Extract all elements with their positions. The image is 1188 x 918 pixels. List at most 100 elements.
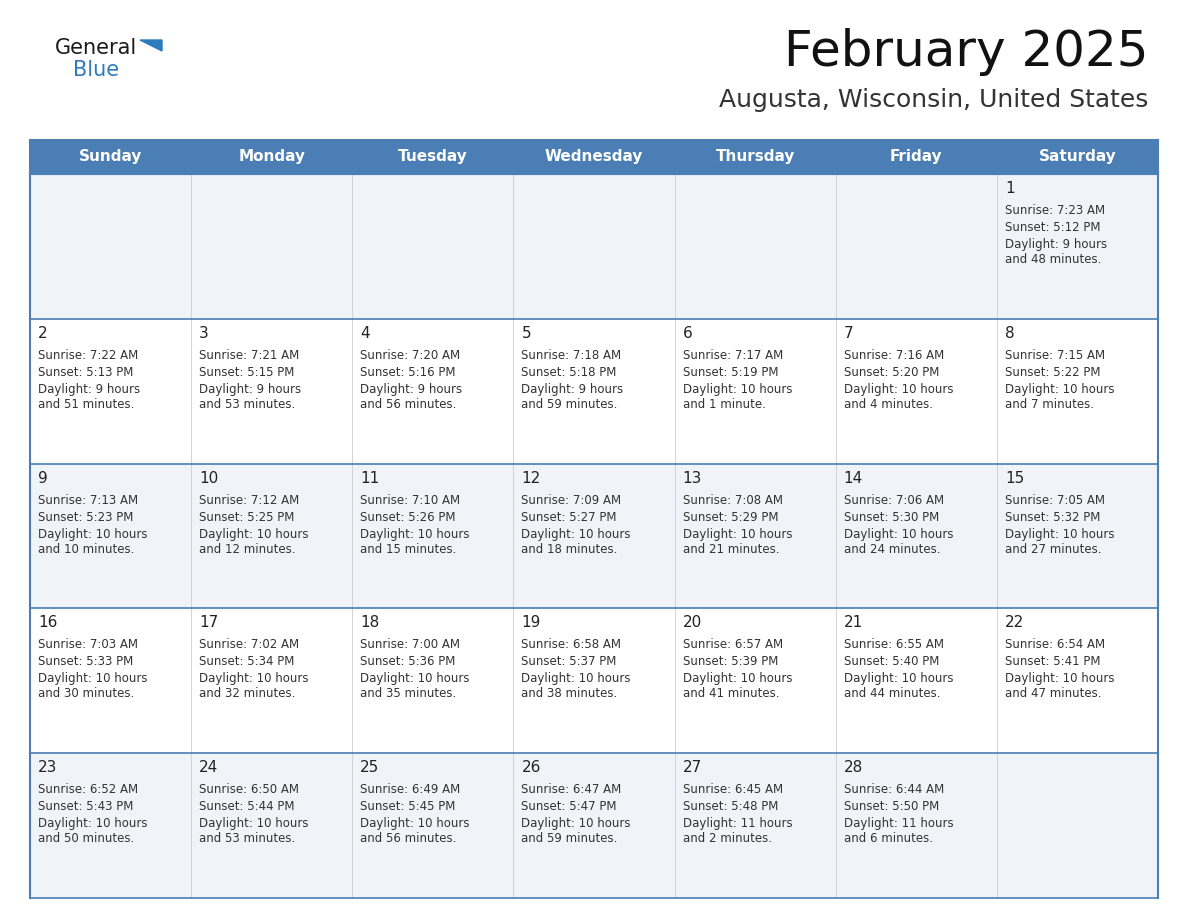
Text: 11: 11 [360, 471, 379, 486]
Text: Daylight: 9 hours
and 56 minutes.: Daylight: 9 hours and 56 minutes. [360, 383, 462, 410]
Text: Sunset: 5:32 PM: Sunset: 5:32 PM [1005, 510, 1100, 523]
Text: Sunrise: 6:47 AM: Sunrise: 6:47 AM [522, 783, 621, 796]
Bar [835, 140, 997, 174]
Text: Daylight: 11 hours
and 2 minutes.: Daylight: 11 hours and 2 minutes. [683, 817, 792, 845]
Text: Sunset: 5:29 PM: Sunset: 5:29 PM [683, 510, 778, 523]
Text: Sunday: Sunday [78, 150, 143, 164]
Text: Sunset: 5:22 PM: Sunset: 5:22 PM [1005, 365, 1100, 379]
Bar [353, 753, 513, 898]
Bar [997, 319, 1158, 464]
Text: Daylight: 10 hours
and 50 minutes.: Daylight: 10 hours and 50 minutes. [38, 817, 147, 845]
Text: Daylight: 10 hours
and 41 minutes.: Daylight: 10 hours and 41 minutes. [683, 672, 792, 700]
Text: Sunset: 5:50 PM: Sunset: 5:50 PM [843, 800, 939, 813]
Text: 15: 15 [1005, 471, 1024, 486]
Bar [835, 319, 997, 464]
Text: Daylight: 10 hours
and 59 minutes.: Daylight: 10 hours and 59 minutes. [522, 817, 631, 845]
Bar [675, 464, 835, 609]
Text: 17: 17 [200, 615, 219, 631]
Text: Sunrise: 7:22 AM: Sunrise: 7:22 AM [38, 349, 138, 362]
Bar [513, 464, 675, 609]
Text: Saturday: Saturday [1038, 150, 1117, 164]
Text: Sunrise: 7:17 AM: Sunrise: 7:17 AM [683, 349, 783, 362]
Bar [997, 609, 1158, 753]
Text: Sunset: 5:48 PM: Sunset: 5:48 PM [683, 800, 778, 813]
Bar [191, 464, 353, 609]
Text: Daylight: 9 hours
and 48 minutes.: Daylight: 9 hours and 48 minutes. [1005, 238, 1107, 266]
Text: Daylight: 10 hours
and 32 minutes.: Daylight: 10 hours and 32 minutes. [200, 672, 309, 700]
Text: Sunset: 5:25 PM: Sunset: 5:25 PM [200, 510, 295, 523]
Text: Sunrise: 6:57 AM: Sunrise: 6:57 AM [683, 638, 783, 652]
Bar [191, 609, 353, 753]
Text: Daylight: 9 hours
and 53 minutes.: Daylight: 9 hours and 53 minutes. [200, 383, 302, 410]
Text: 13: 13 [683, 471, 702, 486]
Bar [30, 609, 191, 753]
Text: Blue: Blue [72, 60, 119, 80]
Text: Sunrise: 6:49 AM: Sunrise: 6:49 AM [360, 783, 461, 796]
Text: February 2025: February 2025 [784, 28, 1148, 76]
Text: Daylight: 10 hours
and 24 minutes.: Daylight: 10 hours and 24 minutes. [843, 528, 953, 555]
Text: Sunset: 5:19 PM: Sunset: 5:19 PM [683, 365, 778, 379]
Bar [513, 319, 675, 464]
Bar [675, 753, 835, 898]
Bar [675, 609, 835, 753]
Text: 4: 4 [360, 326, 369, 341]
Bar [675, 319, 835, 464]
Text: Sunrise: 7:05 AM: Sunrise: 7:05 AM [1005, 494, 1105, 507]
Text: Daylight: 10 hours
and 38 minutes.: Daylight: 10 hours and 38 minutes. [522, 672, 631, 700]
Text: Sunrise: 7:02 AM: Sunrise: 7:02 AM [200, 638, 299, 652]
Text: Daylight: 10 hours
and 27 minutes.: Daylight: 10 hours and 27 minutes. [1005, 528, 1114, 555]
Text: 24: 24 [200, 760, 219, 775]
Text: Sunset: 5:18 PM: Sunset: 5:18 PM [522, 365, 617, 379]
Text: 18: 18 [360, 615, 379, 631]
Bar [835, 609, 997, 753]
Bar [30, 140, 191, 174]
Text: Daylight: 10 hours
and 18 minutes.: Daylight: 10 hours and 18 minutes. [522, 528, 631, 555]
Text: Sunrise: 7:03 AM: Sunrise: 7:03 AM [38, 638, 138, 652]
Text: 14: 14 [843, 471, 862, 486]
Text: Sunrise: 7:00 AM: Sunrise: 7:00 AM [360, 638, 460, 652]
Bar [997, 753, 1158, 898]
Text: Sunset: 5:40 PM: Sunset: 5:40 PM [843, 655, 939, 668]
Text: 27: 27 [683, 760, 702, 775]
Text: Sunset: 5:43 PM: Sunset: 5:43 PM [38, 800, 133, 813]
Text: Daylight: 10 hours
and 35 minutes.: Daylight: 10 hours and 35 minutes. [360, 672, 469, 700]
Bar [353, 174, 513, 319]
Bar [191, 753, 353, 898]
Text: Sunrise: 6:45 AM: Sunrise: 6:45 AM [683, 783, 783, 796]
Text: 28: 28 [843, 760, 862, 775]
Bar [513, 609, 675, 753]
Bar [835, 464, 997, 609]
Text: 5: 5 [522, 326, 531, 341]
Bar [30, 319, 191, 464]
Bar [835, 174, 997, 319]
Text: 9: 9 [38, 471, 48, 486]
Text: Daylight: 10 hours
and 4 minutes.: Daylight: 10 hours and 4 minutes. [843, 383, 953, 410]
Text: Daylight: 10 hours
and 21 minutes.: Daylight: 10 hours and 21 minutes. [683, 528, 792, 555]
Text: Sunrise: 6:58 AM: Sunrise: 6:58 AM [522, 638, 621, 652]
Text: 19: 19 [522, 615, 541, 631]
Text: Sunrise: 7:23 AM: Sunrise: 7:23 AM [1005, 204, 1105, 217]
Text: Augusta, Wisconsin, United States: Augusta, Wisconsin, United States [719, 88, 1148, 112]
Text: Sunrise: 6:44 AM: Sunrise: 6:44 AM [843, 783, 944, 796]
Bar [30, 464, 191, 609]
Text: 21: 21 [843, 615, 862, 631]
Text: Sunset: 5:12 PM: Sunset: 5:12 PM [1005, 221, 1100, 234]
Bar [513, 140, 675, 174]
Bar [30, 174, 191, 319]
Text: Sunset: 5:23 PM: Sunset: 5:23 PM [38, 510, 133, 523]
Text: 20: 20 [683, 615, 702, 631]
Text: 23: 23 [38, 760, 57, 775]
Text: Sunrise: 7:10 AM: Sunrise: 7:10 AM [360, 494, 461, 507]
Text: Sunset: 5:41 PM: Sunset: 5:41 PM [1005, 655, 1100, 668]
Text: Sunset: 5:45 PM: Sunset: 5:45 PM [360, 800, 456, 813]
Text: Daylight: 10 hours
and 7 minutes.: Daylight: 10 hours and 7 minutes. [1005, 383, 1114, 410]
Text: Sunrise: 7:06 AM: Sunrise: 7:06 AM [843, 494, 943, 507]
Text: Sunrise: 7:13 AM: Sunrise: 7:13 AM [38, 494, 138, 507]
Text: Sunrise: 7:18 AM: Sunrise: 7:18 AM [522, 349, 621, 362]
Text: Sunrise: 7:12 AM: Sunrise: 7:12 AM [200, 494, 299, 507]
Bar [191, 140, 353, 174]
Text: Daylight: 10 hours
and 47 minutes.: Daylight: 10 hours and 47 minutes. [1005, 672, 1114, 700]
Text: 2: 2 [38, 326, 48, 341]
Text: 26: 26 [522, 760, 541, 775]
Text: Daylight: 10 hours
and 10 minutes.: Daylight: 10 hours and 10 minutes. [38, 528, 147, 555]
